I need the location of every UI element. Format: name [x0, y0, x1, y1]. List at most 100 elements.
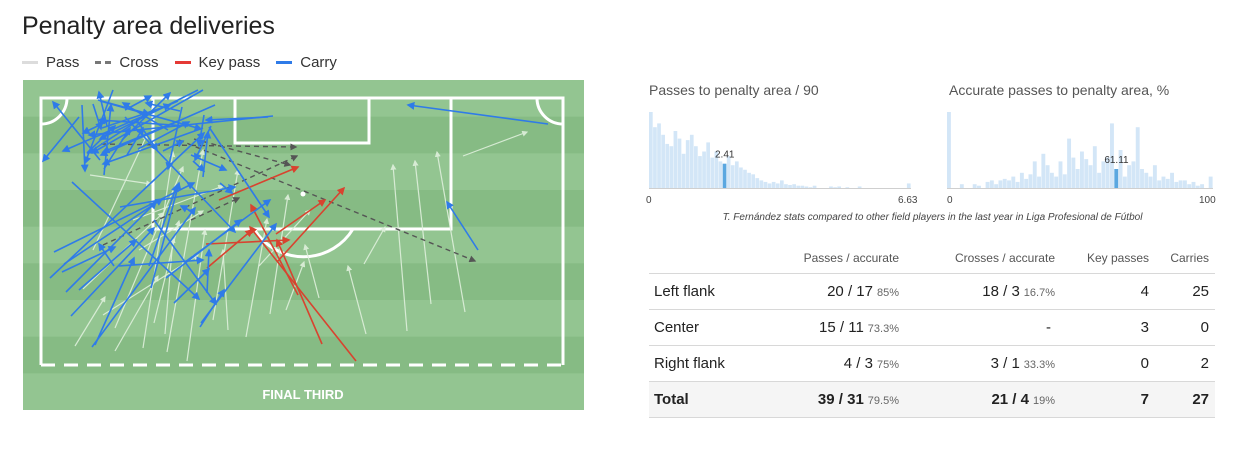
key-passes-cell: 7: [1061, 380, 1155, 418]
histogram-bar: [1127, 165, 1132, 188]
key-pass-arrow: [276, 186, 346, 263]
cross-arrow: [100, 143, 298, 151]
crosses-cell: -: [905, 308, 1061, 345]
carry-arrow: [41, 116, 80, 163]
pass-arrow: [245, 217, 270, 338]
histogram-bar: [857, 186, 862, 188]
carry-arrow: [101, 120, 179, 154]
histogram-bar: [1071, 157, 1076, 188]
histogram-bar: [1170, 172, 1174, 188]
carry-arrow: [135, 118, 158, 152]
row-label: Right flank: [649, 344, 769, 381]
key-passes-cell: 4: [1061, 272, 1155, 309]
histogram-bar: [977, 185, 981, 188]
histogram-bar: [673, 131, 678, 188]
key-pass-line-icon: [174, 61, 191, 64]
histogram-bar: [775, 183, 780, 188]
pass-arrow: [142, 150, 176, 349]
legend-item-cross: Cross: [95, 54, 159, 71]
crosses-cell: 21 / 4 19%: [905, 380, 1061, 418]
pitch-stripes: [23, 80, 584, 410]
histogram-bar: [681, 153, 686, 188]
legend-item-key-pass: Key pass: [174, 54, 261, 71]
crosses-value: -: [1046, 318, 1051, 336]
histogram-bar-highlight: [722, 163, 727, 188]
passes-value: 39 / 31: [817, 390, 864, 408]
histogram-bar: [998, 180, 1003, 188]
histogram-min-label: 0: [947, 195, 953, 206]
carry-arrow: [91, 206, 196, 348]
histogram-bar: [702, 151, 706, 188]
passes-pct: 73.3%: [867, 322, 899, 335]
histogram-bar: [1105, 157, 1110, 188]
histogram-bar: [1195, 185, 1200, 188]
histogram-bar: [972, 184, 977, 188]
histogram-bar: [1140, 169, 1144, 188]
key-pass-arrow: [218, 165, 300, 201]
histogram-bar: [1152, 165, 1157, 188]
passes-cell: 39 / 31 79.5%: [769, 380, 905, 418]
row-label: Total: [649, 380, 769, 418]
histogram-bar: [1165, 178, 1170, 188]
pitch-stripe: [23, 153, 584, 191]
passes-pct: 75%: [876, 358, 899, 371]
stats-table: Passes / accurate Crosses / accurate Key…: [649, 244, 1215, 418]
column-header: Crosses / accurate: [954, 251, 1055, 266]
passes-cell: 15 / 11 73.3%: [769, 308, 905, 345]
carry-arrow: [124, 116, 237, 234]
histogram-bar: [649, 112, 653, 188]
histogram-bar: [1067, 138, 1072, 188]
crosses-value: 18 / 3: [982, 282, 1020, 300]
histogram-bar: [657, 123, 661, 188]
histogram-bar: [706, 142, 710, 188]
carry-arrow: [150, 181, 182, 289]
legend-item-carry: Carry: [276, 54, 337, 71]
pass-arrow: [346, 264, 367, 335]
crosses-value: 3 / 1: [990, 354, 1020, 372]
histogram-bar: [1182, 180, 1187, 188]
carry-arrow: [204, 115, 269, 124]
delivery-lines: [41, 89, 549, 362]
histogram-bar: [767, 183, 772, 188]
carry-arrow: [406, 101, 549, 125]
table-row: Right flank 4 / 3 75% 3 / 1 33.3% 0 2: [649, 344, 1215, 381]
pass-arrow: [269, 193, 291, 315]
histogram-bar: [808, 187, 813, 188]
histogram-bar: [1157, 180, 1162, 188]
carry-arrow: [63, 198, 164, 265]
carry-line-icon: [276, 61, 293, 64]
histogram-bar: [1161, 176, 1166, 188]
cross-arrow: [193, 138, 292, 167]
pitch-stripe: [23, 336, 584, 374]
histogram-bar: [1174, 181, 1179, 188]
pass-arrow: [434, 150, 466, 313]
histogram-bar: [1062, 174, 1067, 188]
histogram-bar: [994, 184, 999, 188]
carry-arrow: [179, 205, 194, 213]
passes-cell: 4 / 3 75%: [769, 344, 905, 381]
carry-arrow: [96, 90, 108, 127]
key-pass-arrow: [205, 236, 291, 245]
histogram-bar: [1178, 180, 1183, 188]
pass-arrow: [412, 159, 432, 305]
carry-arrow: [202, 130, 212, 178]
histogram-bar: [730, 165, 735, 188]
histogram-bar: [985, 181, 990, 188]
carry-arrow: [53, 182, 196, 253]
footnote: T. Fernández stats compared to other fie…: [722, 212, 1143, 223]
histogram-bar: [1002, 178, 1007, 188]
histogram-bar: [1144, 172, 1149, 188]
carry-arrow: [103, 126, 131, 170]
carry-arrow: [196, 114, 205, 148]
histogram-bar: [694, 146, 698, 188]
key-passes-cell: 3: [1061, 308, 1155, 345]
key-pass-arrow: [275, 199, 327, 235]
legend-label: Key pass: [198, 54, 261, 71]
histogram-bar: [759, 180, 764, 188]
carry-arrow: [78, 238, 138, 291]
pass-arrow: [114, 274, 159, 352]
carry-arrow: [98, 242, 115, 267]
histogram-bar: [800, 185, 805, 188]
pass-arrow: [166, 148, 206, 353]
histogram-bar: [689, 134, 694, 188]
